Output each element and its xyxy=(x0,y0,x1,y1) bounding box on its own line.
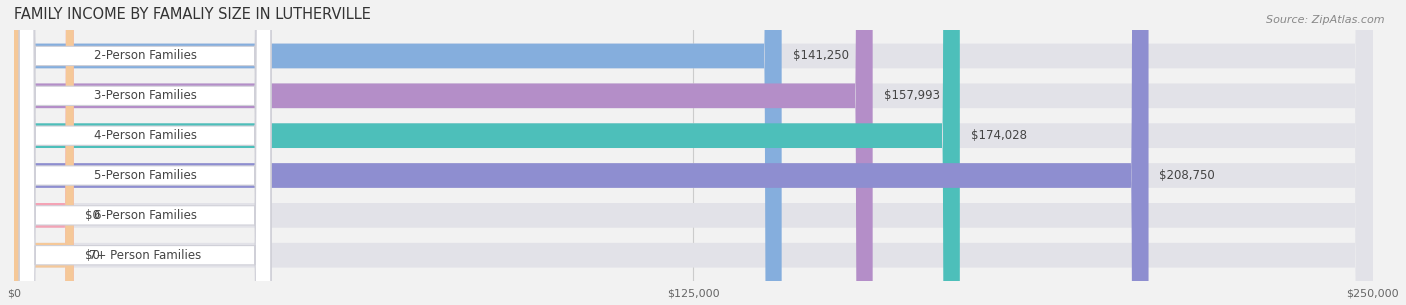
Text: $174,028: $174,028 xyxy=(970,129,1026,142)
FancyBboxPatch shape xyxy=(20,0,271,305)
FancyBboxPatch shape xyxy=(14,0,1372,305)
FancyBboxPatch shape xyxy=(14,0,1149,305)
Text: 6-Person Families: 6-Person Families xyxy=(94,209,197,222)
Text: 3-Person Families: 3-Person Families xyxy=(94,89,197,102)
Text: 5-Person Families: 5-Person Families xyxy=(94,169,197,182)
Text: 7+ Person Families: 7+ Person Families xyxy=(89,249,201,262)
FancyBboxPatch shape xyxy=(14,0,1372,305)
Text: 4-Person Families: 4-Person Families xyxy=(94,129,197,142)
FancyBboxPatch shape xyxy=(20,0,271,305)
Text: 2-Person Families: 2-Person Families xyxy=(94,49,197,63)
FancyBboxPatch shape xyxy=(14,0,873,305)
FancyBboxPatch shape xyxy=(14,0,73,305)
Text: Source: ZipAtlas.com: Source: ZipAtlas.com xyxy=(1267,15,1385,25)
Text: FAMILY INCOME BY FAMALIY SIZE IN LUTHERVILLE: FAMILY INCOME BY FAMALIY SIZE IN LUTHERV… xyxy=(14,7,371,22)
FancyBboxPatch shape xyxy=(14,0,1372,305)
FancyBboxPatch shape xyxy=(14,0,960,305)
FancyBboxPatch shape xyxy=(20,0,271,305)
Text: $0: $0 xyxy=(84,209,100,222)
FancyBboxPatch shape xyxy=(14,0,1372,305)
FancyBboxPatch shape xyxy=(20,0,271,305)
FancyBboxPatch shape xyxy=(14,0,782,305)
Text: $208,750: $208,750 xyxy=(1160,169,1215,182)
FancyBboxPatch shape xyxy=(14,0,1372,305)
FancyBboxPatch shape xyxy=(14,0,73,305)
Text: $157,993: $157,993 xyxy=(883,89,939,102)
FancyBboxPatch shape xyxy=(14,0,1372,305)
Text: $0: $0 xyxy=(84,249,100,262)
FancyBboxPatch shape xyxy=(20,0,271,305)
FancyBboxPatch shape xyxy=(20,0,271,305)
Text: $141,250: $141,250 xyxy=(793,49,849,63)
